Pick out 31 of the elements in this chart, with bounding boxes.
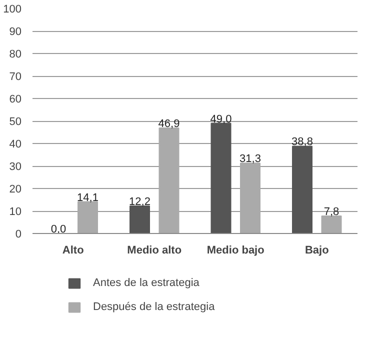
x-tick-label: Medio bajo xyxy=(206,244,265,256)
x-tick-label: Bajo xyxy=(304,244,330,256)
legend-label: Antes de la estrategia xyxy=(93,277,200,289)
data-label: 12,2 xyxy=(129,196,150,208)
bar xyxy=(321,215,342,234)
y-tick-label: 30 xyxy=(9,161,22,173)
bar xyxy=(292,146,312,234)
y-tick-label: 40 xyxy=(9,138,22,150)
y-tick-label: 20 xyxy=(9,184,22,196)
data-label: 31,3 xyxy=(240,153,261,166)
y-tick-label: 100 xyxy=(3,4,22,16)
bar xyxy=(210,122,232,234)
bar xyxy=(130,206,150,234)
bar xyxy=(78,201,98,234)
y-tick-label: 70 xyxy=(9,71,22,83)
y-tick-label: 90 xyxy=(9,26,22,38)
y-tick-label: 80 xyxy=(9,48,22,60)
y-tick-label: 0 xyxy=(15,228,22,240)
y-tick-label: 60 xyxy=(9,94,22,106)
bar xyxy=(158,127,180,234)
x-tick-label: Medio alto xyxy=(127,244,182,256)
data-label: 38,8 xyxy=(292,136,313,148)
data-label: 14,1 xyxy=(77,192,98,204)
data-label: 49,0 xyxy=(210,113,232,126)
y-tick-label: 50 xyxy=(9,116,22,128)
legend-label: Después de la estrategia xyxy=(93,301,215,313)
data-label: 7,8 xyxy=(324,206,340,218)
bar xyxy=(240,162,260,234)
data-label: 46,9 xyxy=(158,118,180,130)
x-tick-label: Alto xyxy=(62,244,84,256)
y-tick-label: 10 xyxy=(9,206,22,218)
